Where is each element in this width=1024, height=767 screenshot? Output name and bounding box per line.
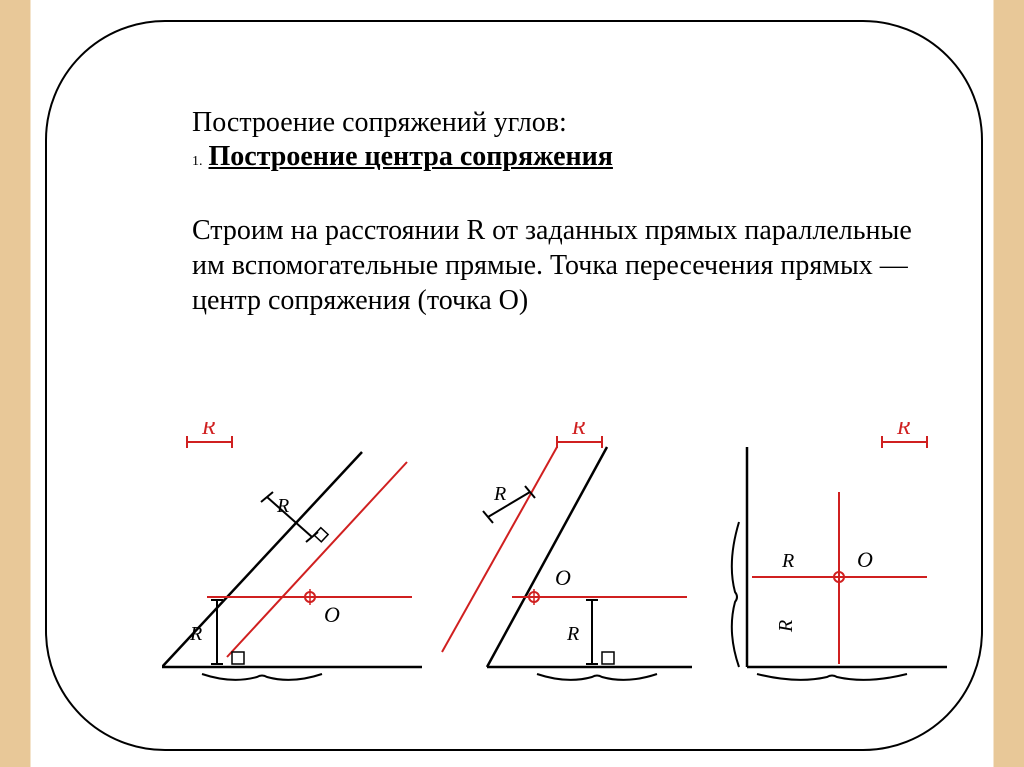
text-content-block: Построение сопряжений углов: 1. Построен… bbox=[192, 107, 942, 318]
brace-icon bbox=[757, 674, 907, 680]
slide-rounded-frame: Построение сопряжений углов: 1. Построен… bbox=[45, 20, 983, 751]
r-label-v: R bbox=[775, 620, 797, 633]
figure-right-angle: R О R R bbox=[732, 422, 947, 680]
diagrams-svg: R О R bbox=[162, 422, 962, 702]
slide-title: Построение сопряжений углов: bbox=[192, 107, 942, 139]
svg-text:R: R bbox=[189, 623, 202, 645]
r-dimension-slant: R bbox=[483, 483, 535, 523]
r-dimension-vert: R bbox=[566, 600, 614, 664]
o-label: О bbox=[555, 565, 571, 590]
offset-lines bbox=[442, 447, 687, 652]
body-paragraph: Строим на расстоянии R от заданных прямы… bbox=[192, 213, 912, 318]
angle-lines bbox=[747, 447, 947, 667]
brace-icon bbox=[537, 674, 657, 680]
angle-lines bbox=[487, 447, 692, 667]
o-label: О bbox=[857, 547, 873, 572]
svg-text:R: R bbox=[493, 483, 506, 505]
brace-icon bbox=[202, 674, 322, 680]
r-label: R bbox=[896, 422, 911, 439]
r-label: R bbox=[201, 422, 216, 439]
figure-obtuse-angle: R О R bbox=[442, 422, 692, 680]
r-label: R bbox=[571, 422, 586, 439]
o-label: О bbox=[324, 602, 340, 627]
r-label-h: R bbox=[781, 550, 794, 572]
offset-lines bbox=[207, 462, 412, 657]
r-dimension-vert: R bbox=[189, 600, 244, 664]
list-number: 1. bbox=[192, 154, 203, 170]
svg-text:R: R bbox=[276, 495, 289, 517]
figure-acute-angle: R О R bbox=[162, 422, 422, 680]
svg-text:R: R bbox=[566, 623, 579, 645]
slide-subtitle: Построение центра сопряжения bbox=[209, 141, 613, 173]
subtitle-row: 1. Построение центра сопряжения bbox=[192, 141, 942, 173]
brace-vert-icon bbox=[732, 522, 739, 667]
